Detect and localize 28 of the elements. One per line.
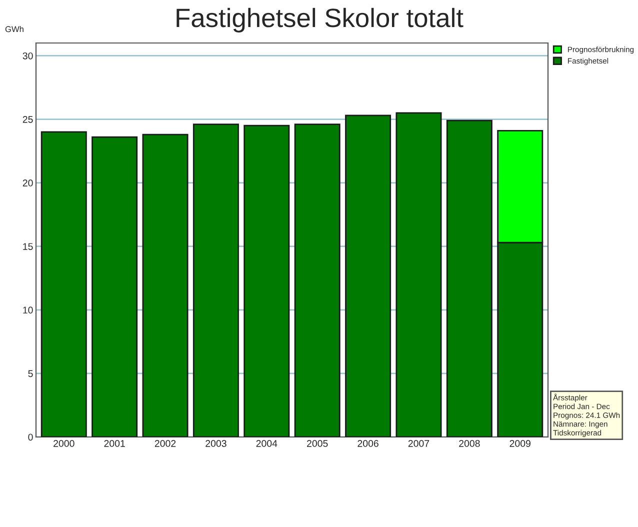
y-tick-label: 30 [22,52,33,60]
x-tick-label: 2000 [54,440,74,447]
bar [142,134,188,437]
bar [294,124,340,437]
bar [40,131,87,437]
y-tick-label: 5 [28,370,33,378]
x-tick-label: 2002 [154,440,176,447]
bar [446,120,492,437]
bar [244,124,290,437]
y-tick-label: 25 [22,116,33,123]
chart-title: Fastighetsel Skolor totalt [176,8,464,33]
x-tick-label: 2004 [256,440,278,447]
bar [92,136,138,437]
bar [396,112,442,437]
y-tick-label: 15 [23,243,33,250]
bar [192,124,239,437]
x-tick-label: 2006 [358,440,378,447]
y-tick-label: 0 [28,434,33,441]
y-tick-label: 20 [22,180,33,186]
x-tick-label: 2001 [104,440,125,447]
x-tick-label: 2007 [408,440,430,447]
x-tick-label: 2005 [307,440,328,447]
x-tick-label: 2009 [510,440,530,447]
y-axis-title: GWh [5,26,24,32]
x-tick-label: 2003 [206,440,226,447]
y-tick-label: 10 [23,306,33,314]
x-tick-label: 2008 [459,440,480,447]
bar [345,114,392,437]
